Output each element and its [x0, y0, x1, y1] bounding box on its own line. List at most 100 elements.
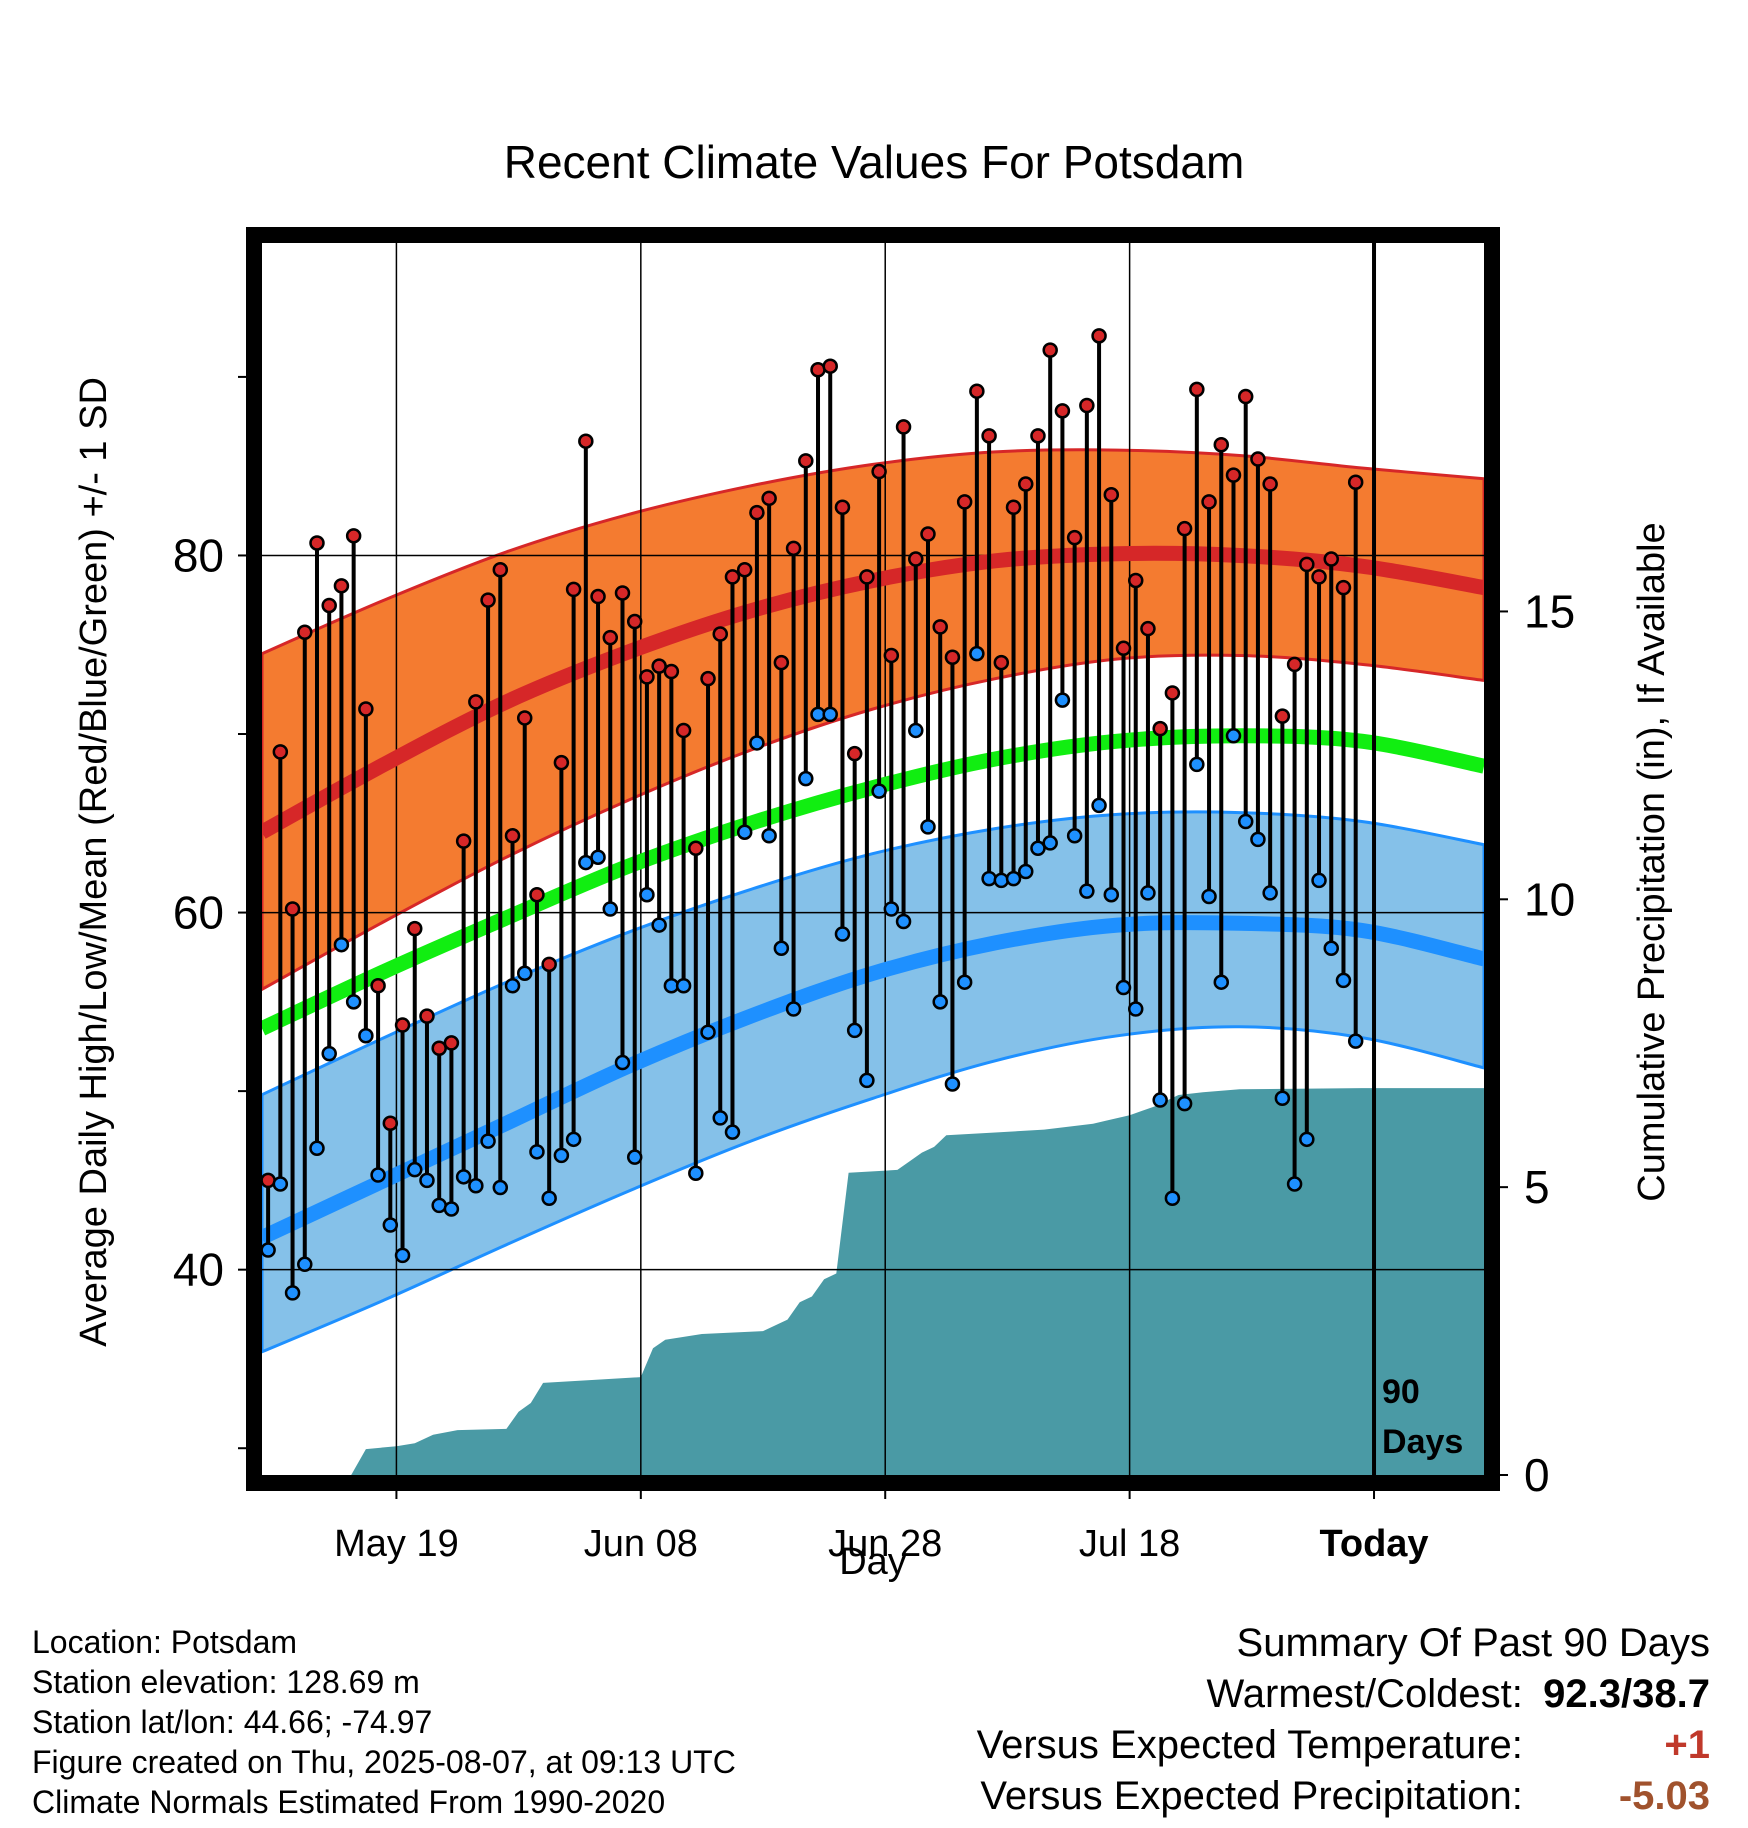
daily-low-point [736, 824, 753, 840]
daily-high-point [798, 453, 814, 469]
daily-low-point [773, 940, 790, 957]
daily-high-point [553, 754, 570, 771]
daily-low-point [1213, 974, 1230, 990]
daily-low-point [553, 1147, 570, 1164]
daily-high-point [1030, 428, 1046, 444]
daily-low-point [834, 926, 851, 942]
daily-low-point [871, 783, 887, 799]
daily-high-point [859, 569, 875, 585]
daily-high-point [1286, 656, 1303, 673]
today-days-count: 90 [1382, 1373, 1420, 1411]
daily-low-point [798, 770, 814, 787]
daily-low-point [309, 1140, 325, 1157]
daily-low-point [578, 854, 594, 871]
daily-high-point [1066, 529, 1083, 546]
x-tick-label: Jul 18 [1079, 1523, 1180, 1565]
daily-low-point [260, 1242, 276, 1258]
daily-high-point [1262, 476, 1278, 492]
daily-high-point [1005, 499, 1022, 516]
daily-high-point [1140, 620, 1156, 637]
daily-high-point [394, 1017, 411, 1033]
latlon-text: Station lat/lon: 44.66; -74.97 [32, 1704, 433, 1740]
daily-low-point [614, 1054, 631, 1071]
daily-high-point [1152, 720, 1168, 737]
temp-deviation-row: Versus Expected Temperature: +1 [977, 1720, 1710, 1771]
climate-chart: Recent Climate Values For Potsdam 90 Day… [73, 136, 1673, 1583]
axes: May 19 Jun 08 Jun 28 Jul 18 Today 40 60 80 0 5 10 1… [173, 375, 1575, 1565]
daily-low-point [407, 1161, 423, 1178]
daily-high-point [504, 828, 521, 844]
daily-high-point [1201, 494, 1217, 510]
daily-low-point [1152, 1092, 1168, 1108]
normals-text: Climate Normals Estimated From 1990-2020 [32, 1784, 666, 1820]
daily-high-point [675, 722, 692, 739]
daily-low-point [883, 901, 900, 917]
daily-high-point [1018, 476, 1034, 492]
precip-layer [351, 1088, 1485, 1475]
daily-low-point [908, 722, 924, 739]
daily-low-point [1005, 870, 1022, 887]
daily-low-point [1176, 1095, 1193, 1112]
location-text: Location: Potsdam [32, 1624, 298, 1660]
daily-low-point [529, 1144, 545, 1160]
daily-low-point [1262, 885, 1278, 901]
summary-panel: Summary Of Past 90 Days Warmest/Coldest:… [977, 1618, 1710, 1822]
daily-high-point [578, 433, 594, 449]
daily-high-point [565, 581, 582, 598]
daily-low-point [639, 886, 655, 903]
daily-high-point [602, 629, 619, 646]
daily-low-point [688, 1165, 704, 1181]
daily-low-point [1347, 1033, 1364, 1049]
daily-low-point [1335, 972, 1352, 989]
daily-low-point [1274, 1090, 1291, 1107]
daily-high-point [1274, 708, 1291, 724]
daily-high-point [1054, 403, 1071, 419]
created-text: Figure created on Thu, 2025-08-07, at 09… [32, 1744, 736, 1780]
daily-high-point [284, 901, 301, 917]
daily-high-point [834, 499, 851, 516]
daily-high-point [1103, 487, 1120, 503]
daily-high-point [969, 383, 985, 399]
daily-high-point [370, 978, 386, 994]
daily-high-point [455, 833, 472, 849]
x-tick-label: Today [1319, 1523, 1428, 1565]
daily-high-point [1347, 474, 1364, 491]
y-tick-label-left: 60 [173, 887, 224, 939]
daily-high-point [382, 1115, 399, 1132]
daily-high-point [541, 956, 557, 973]
daily-low-point [1018, 863, 1034, 880]
daily-low-point [920, 819, 936, 835]
daily-high-point [895, 419, 912, 435]
daily-high-point [920, 526, 936, 542]
daily-low-point [651, 917, 667, 933]
precip-deviation-value: -5.03 [1618, 1774, 1710, 1818]
precip-deviation-label: Versus Expected Precipitation: [980, 1774, 1523, 1818]
y-tick-label-right: 15 [1524, 585, 1575, 637]
daily-high-point [407, 920, 423, 937]
daily-high-point [1237, 388, 1254, 405]
daily-low-point [345, 994, 362, 1010]
temp-deviation-label: Versus Expected Temperature: [976, 1723, 1523, 1767]
daily-high-point [956, 494, 973, 510]
daily-low-point [284, 1285, 301, 1301]
daily-high-point [639, 669, 655, 685]
daily-low-point [944, 1076, 961, 1092]
daily-low-point [1311, 872, 1327, 889]
daily-low-point [370, 1167, 386, 1183]
daily-low-point [1286, 1176, 1303, 1192]
daily-low-point [516, 965, 533, 982]
daily-high-point [944, 649, 961, 665]
daily-low-point [1140, 885, 1156, 901]
daily-high-point [480, 592, 496, 608]
daily-high-point [1042, 342, 1058, 358]
daily-low-point [1091, 797, 1107, 814]
y-tick-label-right: 10 [1524, 873, 1575, 925]
y-tick-label-right: 0 [1524, 1449, 1550, 1501]
daily-high-point [822, 358, 838, 374]
daily-low-point [1115, 979, 1132, 996]
daily-low-point [541, 1190, 557, 1206]
daily-high-point [1176, 520, 1193, 537]
daily-low-point [956, 974, 973, 990]
daily-low-point [700, 1024, 716, 1040]
daily-high-point [1299, 556, 1315, 573]
